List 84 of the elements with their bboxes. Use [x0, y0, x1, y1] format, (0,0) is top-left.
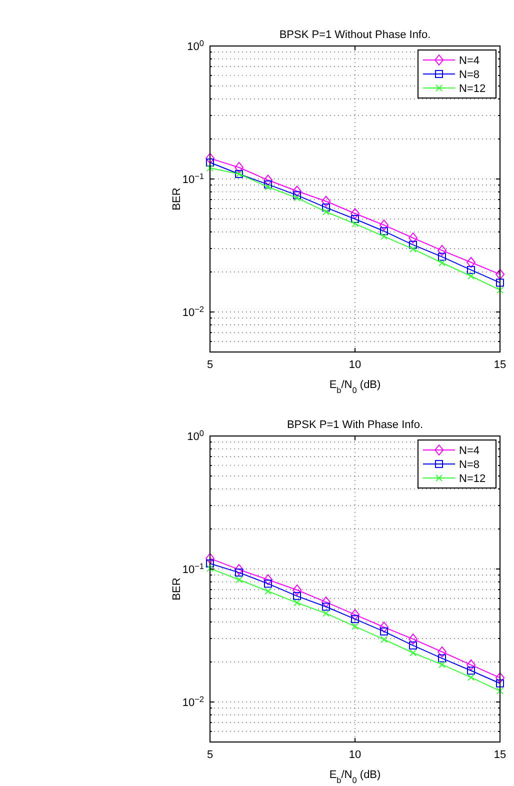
- point: [234, 162, 244, 173]
- point: [380, 232, 388, 240]
- x-axis-title: E$_{b}$/N$_{0}$ (dB): [329, 379, 381, 394]
- point: [350, 208, 360, 220]
- point: [293, 592, 301, 600]
- point: [496, 268, 504, 280]
- point: [322, 204, 330, 212]
- legend-label: N=12: [459, 83, 486, 95]
- point: [408, 634, 418, 645]
- legend-label: N=12: [459, 473, 486, 485]
- y-tick-label: 10$^{−2}$: [182, 304, 204, 319]
- point: [380, 636, 388, 643]
- chart-title: BPSK P=1 With Phase Info.: [286, 419, 424, 431]
- point: [206, 164, 214, 172]
- x-tick-label: 5: [206, 359, 214, 371]
- point: [410, 649, 416, 656]
- point: [322, 602, 330, 611]
- point: [409, 641, 417, 650]
- y-tick-label: 10$^{0}$: [187, 38, 204, 53]
- point: [409, 240, 417, 249]
- y-tick-label: 10$^{−1}$: [182, 561, 204, 576]
- legend-label: N=8: [459, 459, 480, 471]
- x-tick-label: 10: [348, 359, 362, 371]
- y-tick-label: 10$^{0}$: [187, 428, 204, 443]
- point: [206, 564, 214, 572]
- point: [264, 580, 272, 588]
- point: [496, 278, 504, 287]
- point: [322, 208, 330, 216]
- point: [352, 220, 358, 228]
- y-axis-title: BER: [171, 188, 183, 210]
- point: [468, 272, 474, 280]
- legend-label: N=4: [459, 445, 480, 457]
- x-axis-title: E$_{b}$/N$_{0}$ (dB): [329, 769, 381, 784]
- point: [322, 610, 330, 617]
- point: [496, 679, 504, 688]
- x-tick-label: 15: [494, 749, 506, 761]
- point: [438, 259, 446, 266]
- point: [466, 256, 476, 268]
- point: [351, 215, 359, 224]
- point: [294, 599, 300, 606]
- y-tick-label: 10$^{−2}$: [182, 694, 204, 709]
- point: [496, 672, 504, 684]
- point: [350, 609, 360, 620]
- point: [322, 596, 330, 608]
- point: [264, 184, 272, 191]
- x-tick-label: 10: [348, 749, 362, 761]
- point: [292, 584, 302, 596]
- point: [438, 654, 446, 662]
- point: [438, 252, 446, 261]
- point: [467, 266, 475, 274]
- point: [264, 588, 272, 595]
- x-tick-label: 15: [494, 359, 506, 371]
- point: [468, 674, 474, 681]
- chart-title: BPSK P=1 Without Phase Info.: [279, 29, 431, 41]
- point: [380, 622, 388, 633]
- point: [352, 622, 358, 630]
- point: [496, 687, 504, 694]
- point: [206, 158, 214, 167]
- point: [467, 666, 475, 675]
- point: [206, 552, 214, 564]
- point: [438, 244, 446, 256]
- x-tick-label: 5: [206, 749, 214, 761]
- y-axis-title: BER: [171, 578, 183, 600]
- point: [294, 194, 300, 202]
- point: [496, 286, 504, 294]
- point: [206, 559, 214, 568]
- point: [410, 246, 416, 253]
- point: [466, 659, 476, 670]
- y-tick-label: 10$^{−1}$: [182, 171, 204, 186]
- point: [380, 220, 388, 231]
- point: [438, 646, 446, 658]
- point: [292, 186, 302, 197]
- point: [408, 232, 418, 244]
- point: [380, 227, 388, 236]
- point: [264, 174, 272, 186]
- point: [322, 196, 330, 207]
- legend-label: N=8: [459, 69, 480, 81]
- legend-label: N=4: [459, 55, 480, 67]
- point: [236, 576, 242, 584]
- point: [438, 661, 446, 668]
- point: [264, 574, 272, 586]
- point: [351, 615, 359, 624]
- point: [234, 564, 244, 576]
- point: [206, 152, 214, 164]
